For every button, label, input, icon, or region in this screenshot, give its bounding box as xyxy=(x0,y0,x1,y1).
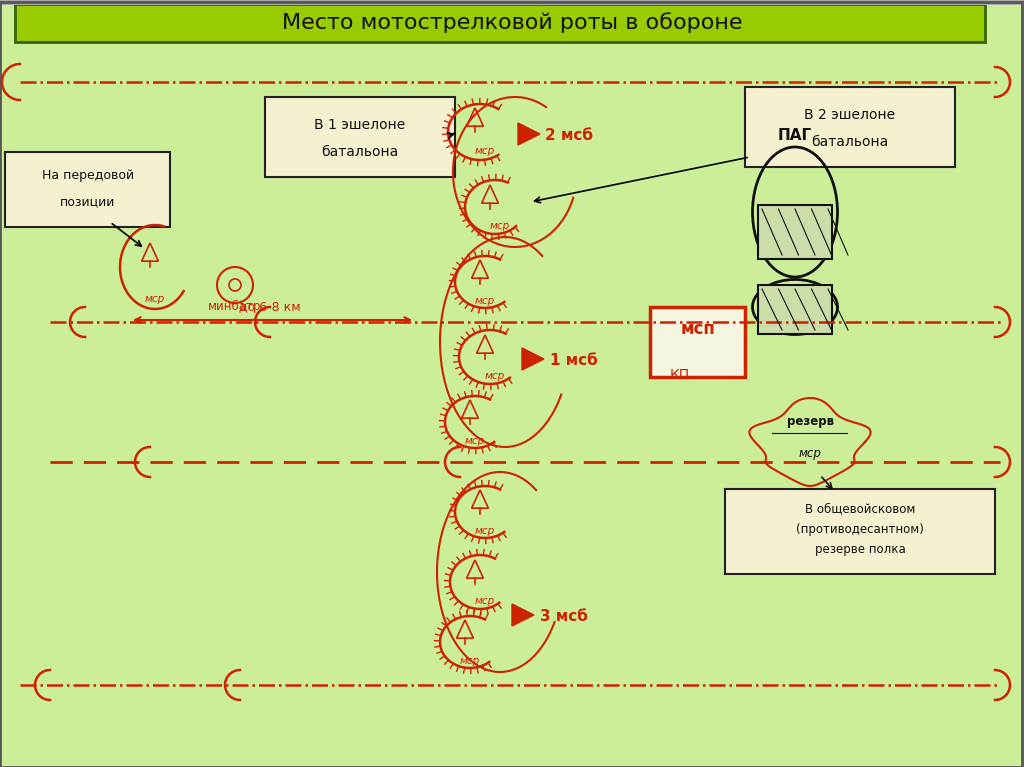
FancyBboxPatch shape xyxy=(0,0,1024,5)
Text: мср: мср xyxy=(460,656,480,666)
Polygon shape xyxy=(518,123,540,145)
FancyBboxPatch shape xyxy=(15,4,985,42)
Text: мср: мср xyxy=(475,146,496,156)
Text: позиции: позиции xyxy=(60,196,116,209)
Text: 3 мсб: 3 мсб xyxy=(540,609,588,624)
Text: до 6-8 км: до 6-8 км xyxy=(240,300,301,313)
FancyBboxPatch shape xyxy=(265,97,455,177)
Text: 1 мсб: 1 мсб xyxy=(550,353,598,368)
Polygon shape xyxy=(512,604,534,626)
Text: мср: мср xyxy=(799,447,821,460)
FancyBboxPatch shape xyxy=(5,152,170,227)
Text: (противодесантном): (противодесантном) xyxy=(796,522,924,535)
Text: 2 мсб: 2 мсб xyxy=(545,128,593,143)
FancyBboxPatch shape xyxy=(745,87,955,167)
FancyBboxPatch shape xyxy=(758,285,831,334)
Text: мср: мср xyxy=(475,296,496,306)
Text: В общевойсковом: В общевойсковом xyxy=(805,502,915,515)
Text: В 2 эшелоне: В 2 эшелоне xyxy=(805,108,896,122)
Text: КП: КП xyxy=(670,368,690,382)
FancyBboxPatch shape xyxy=(725,489,995,574)
Text: мср: мср xyxy=(489,221,510,231)
Text: На передовой: На передовой xyxy=(42,169,134,182)
Text: резерве полка: резерве полка xyxy=(815,542,905,555)
Text: Место мотострелковой роты в обороне: Место мотострелковой роты в обороне xyxy=(282,12,742,34)
Text: мср: мср xyxy=(465,436,485,446)
Text: мср: мср xyxy=(475,596,496,606)
Polygon shape xyxy=(522,348,544,370)
FancyBboxPatch shape xyxy=(758,205,831,259)
Text: батальона: батальона xyxy=(322,145,398,159)
Text: мсп: мсп xyxy=(681,320,716,338)
Text: минбатр: минбатр xyxy=(208,300,262,313)
Text: резерв: резерв xyxy=(786,415,834,428)
Text: В 1 эшелоне: В 1 эшелоне xyxy=(314,118,406,132)
Text: мср: мср xyxy=(475,526,496,536)
FancyBboxPatch shape xyxy=(650,307,745,377)
Text: батальона: батальона xyxy=(811,135,889,149)
Text: мср: мср xyxy=(144,294,165,304)
Text: ПАГ: ПАГ xyxy=(778,128,812,143)
Text: мср: мср xyxy=(485,371,505,381)
